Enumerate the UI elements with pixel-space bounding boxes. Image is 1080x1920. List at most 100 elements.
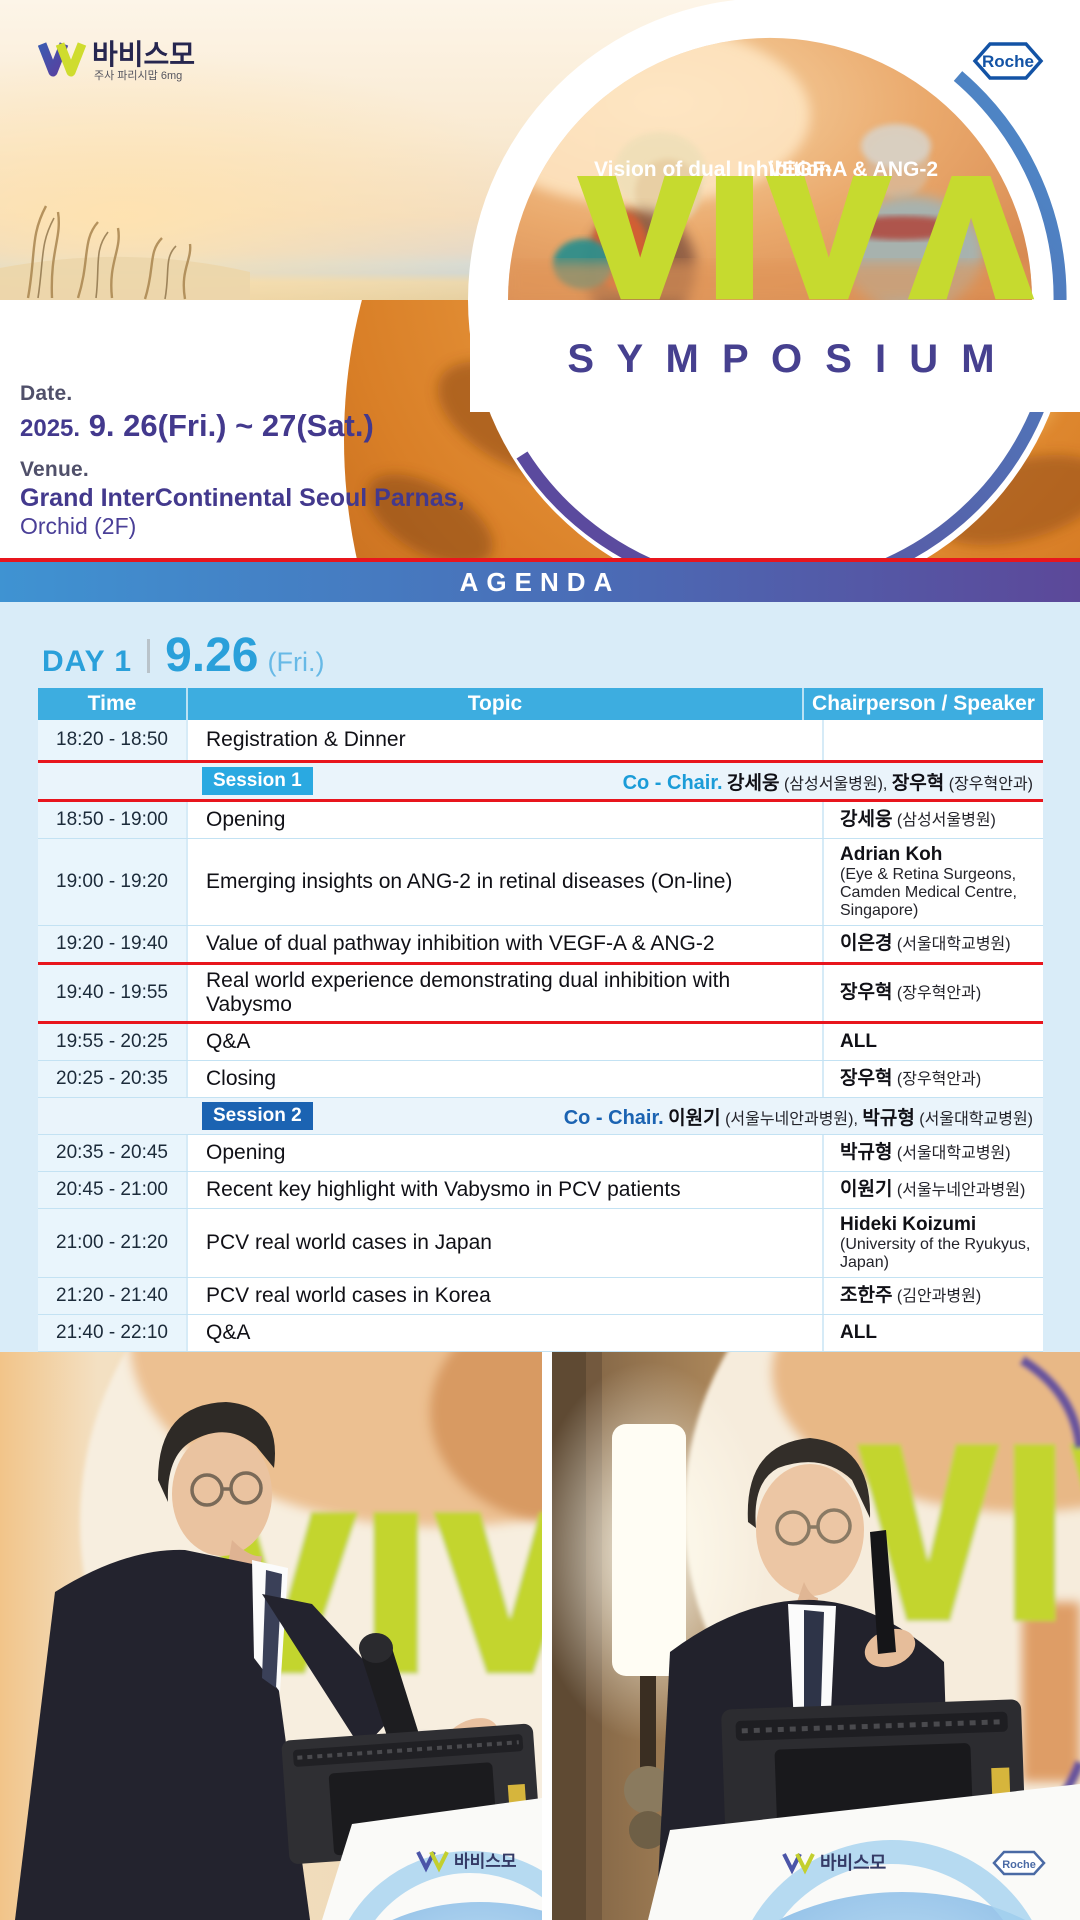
podium-brand-icon	[782, 1853, 802, 1875]
table-row: 21:40 - 22:10 Q&A ALL	[38, 1315, 1043, 1352]
table-row: 19:40 - 19:55 Real world experience demo…	[38, 965, 1043, 1024]
speaker-cell: 이원기 (서울누네안과병원)	[824, 1172, 1043, 1208]
medallion-ring	[516, 71, 1067, 558]
speaker-cell: ALL	[824, 1315, 1043, 1351]
podium-panel: 바비스모 Roche	[648, 1784, 1080, 1920]
time-cell: 20:45 - 21:00	[38, 1172, 188, 1208]
topic-cell: Q&A	[188, 1024, 824, 1060]
cochair-name: 박규형	[862, 1107, 915, 1129]
podium-roche-logo: Roche	[992, 1850, 1046, 1876]
table-header-row: Time Topic Chairperson / Speaker	[38, 688, 1043, 720]
table-row: 19:55 - 20:25 Q&A ALL	[38, 1024, 1043, 1061]
topic-cell: Emerging insights on ANG-2 in retinal di…	[188, 839, 824, 925]
header-speaker: Chairperson / Speaker	[812, 692, 1035, 715]
table-row: 18:50 - 19:00 Opening 강세웅 (삼성서울병원)	[38, 802, 1043, 839]
speaker-affiliation: Camden Medical Centre, Singapore)	[840, 884, 1017, 919]
speaker-figure	[15, 1402, 498, 1920]
date-block: Date. 2025. 9. 26(Fri.) ~ 27(Sat.)	[20, 382, 374, 443]
session-content: Session 2 Co - Chair. 이원기 (서울누네안과병원), 박규…	[188, 1102, 1043, 1130]
date-year: 2025.	[20, 414, 81, 442]
speaker-affiliation: (장우혁안과)	[896, 984, 982, 1002]
tagline-right: VEGF-A & ANG-2	[768, 158, 938, 181]
table-row: 19:20 - 19:40 Value of dual pathway inhi…	[38, 926, 1043, 965]
speaker-affiliation: (Eye & Retina Surgeons,	[840, 866, 1017, 883]
venue-line1: Grand InterContinental Seoul Parnas,	[20, 484, 465, 513]
session-row: Session 2 Co - Chair. 이원기 (서울누네안과병원), 박규…	[38, 1098, 1043, 1135]
time-cell: 21:20 - 21:40	[38, 1278, 188, 1314]
speaker-name: 장우혁	[840, 1067, 893, 1089]
vabysmo-logo-subtext: 주사 파리시맙 6mg	[94, 69, 182, 82]
session-badge: Session 2	[202, 1102, 313, 1130]
speaker-affiliation: (서울대학교병원)	[896, 935, 1011, 953]
speaker-cell: Hideki Koizumi (University of the Ryukyu…	[824, 1209, 1043, 1277]
date-label: Date.	[20, 382, 73, 405]
date-value: 2025. 9. 26(Fri.) ~ 27(Sat.)	[20, 408, 374, 443]
cochair-line: Co - Chair. 강세웅 (삼성서울병원), 장우혁 (장우혁안과)	[623, 768, 1033, 795]
table-row: 21:00 - 21:20 PCV real world cases in Ja…	[38, 1209, 1043, 1278]
speaker-cell: Adrian Koh (Eye & Retina Surgeons, Camde…	[824, 839, 1043, 925]
hero-artwork: Vision of dual Inhibition VEGF-A & ANG-2…	[0, 0, 1080, 558]
speaker-name: 박규형	[840, 1141, 893, 1163]
table-row: 21:20 - 21:40 PCV real world cases in Ko…	[38, 1278, 1043, 1315]
speaker-cell: ALL	[824, 1024, 1043, 1060]
topic-cell: Registration & Dinner	[188, 720, 824, 760]
session-content: Session 1 Co - Chair. 강세웅 (삼성서울병원), 장우혁 …	[188, 767, 1043, 795]
speaker-name: ALL	[840, 1321, 877, 1343]
time-cell: 18:50 - 19:00	[38, 802, 188, 838]
speaker-name: 장우혁	[840, 981, 893, 1003]
topic-cell: Value of dual pathway inhibition with VE…	[188, 926, 824, 962]
tagline-left: Vision of dual Inhibition	[594, 158, 832, 181]
symposium-band	[470, 300, 1080, 412]
time-cell: 21:40 - 22:10	[38, 1315, 188, 1351]
agenda-banner: AGENDA	[0, 558, 1080, 602]
venue-label: Venue.	[20, 458, 89, 481]
podium-brand-icon	[416, 1851, 436, 1873]
topic-cell: Opening	[188, 802, 824, 838]
speaker-cell: 조한주 (김안과병원)	[824, 1278, 1043, 1314]
podium-brand-text: 바비스모	[454, 1852, 517, 1871]
day-separator	[147, 638, 151, 673]
event-photo-left: VIVA S Y M P O S I U	[0, 1352, 542, 1920]
header-topic: Topic	[188, 688, 804, 720]
topic-cell: Closing	[188, 1061, 824, 1097]
cochair-name: 장우혁	[891, 772, 945, 794]
speaker-affiliation: (University of the Ryukyus, Japan)	[840, 1236, 1031, 1271]
symposium-title: S Y M P O S I U M	[567, 337, 1000, 381]
day-weekday: (Fri.)	[267, 647, 325, 677]
header-time: Time	[38, 688, 188, 720]
cochair-line: Co - Chair. 이원기 (서울누네안과병원), 박규형 (서울대학교병원…	[564, 1103, 1033, 1130]
event-photo-right: VIVA S Y M P O S	[552, 1352, 1080, 1920]
speaker-affiliation: (김안과병원)	[896, 1287, 982, 1305]
venue-block: Venue. Grand InterContinental Seoul Parn…	[20, 458, 465, 540]
speaker-name: Hideki Koizumi	[840, 1214, 977, 1235]
speaker-name: Adrian Koh	[840, 844, 943, 865]
speaker-affiliation: (서울누네안과병원)	[896, 1181, 1026, 1199]
roche-logo-text: Roche	[982, 52, 1034, 71]
cochair-label: Co - Chair.	[563, 1106, 664, 1129]
sticker	[991, 1767, 1011, 1799]
day-label: DAY 1	[42, 645, 133, 678]
speaker-affiliation: (장우혁안과)	[896, 1070, 982, 1088]
speaker-affiliation: (삼성서울병원)	[896, 811, 996, 829]
time-cell: 19:55 - 20:25	[38, 1024, 188, 1060]
time-cell: 21:00 - 21:20	[38, 1209, 188, 1277]
session-row: Session 1 Co - Chair. 강세웅 (삼성서울병원), 장우혁 …	[38, 763, 1043, 802]
speaker-cell: 장우혁 (장우혁안과)	[824, 1061, 1043, 1097]
agenda-banner-label: AGENDA	[459, 566, 621, 597]
day-date: 9.26	[165, 629, 259, 682]
topic-cell: Recent key highlight with Vabysmo in PCV…	[188, 1172, 824, 1208]
cochair-name: 강세웅	[727, 772, 780, 794]
agenda-table: Time Topic Chairperson / Speaker 18:20 -…	[38, 688, 1043, 1391]
time-cell: 19:00 - 19:20	[38, 839, 188, 925]
time-cell: 20:35 - 20:45	[38, 1135, 188, 1171]
time-cell: 19:40 - 19:55	[38, 965, 188, 1021]
event-photos: VIVA S Y M P O S I U	[0, 1352, 1080, 1920]
topic-cell: Opening	[188, 1135, 824, 1171]
table-row: 20:25 - 20:35 Closing 장우혁 (장우혁안과)	[38, 1061, 1043, 1098]
speaker-cell: 강세웅 (삼성서울병원)	[824, 802, 1043, 838]
speaker-name: 조한주	[840, 1284, 893, 1306]
roche-hexagon-icon	[972, 42, 1044, 80]
time-cell: 19:20 - 19:40	[38, 926, 188, 962]
speaker-name: 이원기	[840, 1178, 893, 1200]
day-heading: DAY 1 9.26 (Fri.)	[42, 628, 324, 683]
